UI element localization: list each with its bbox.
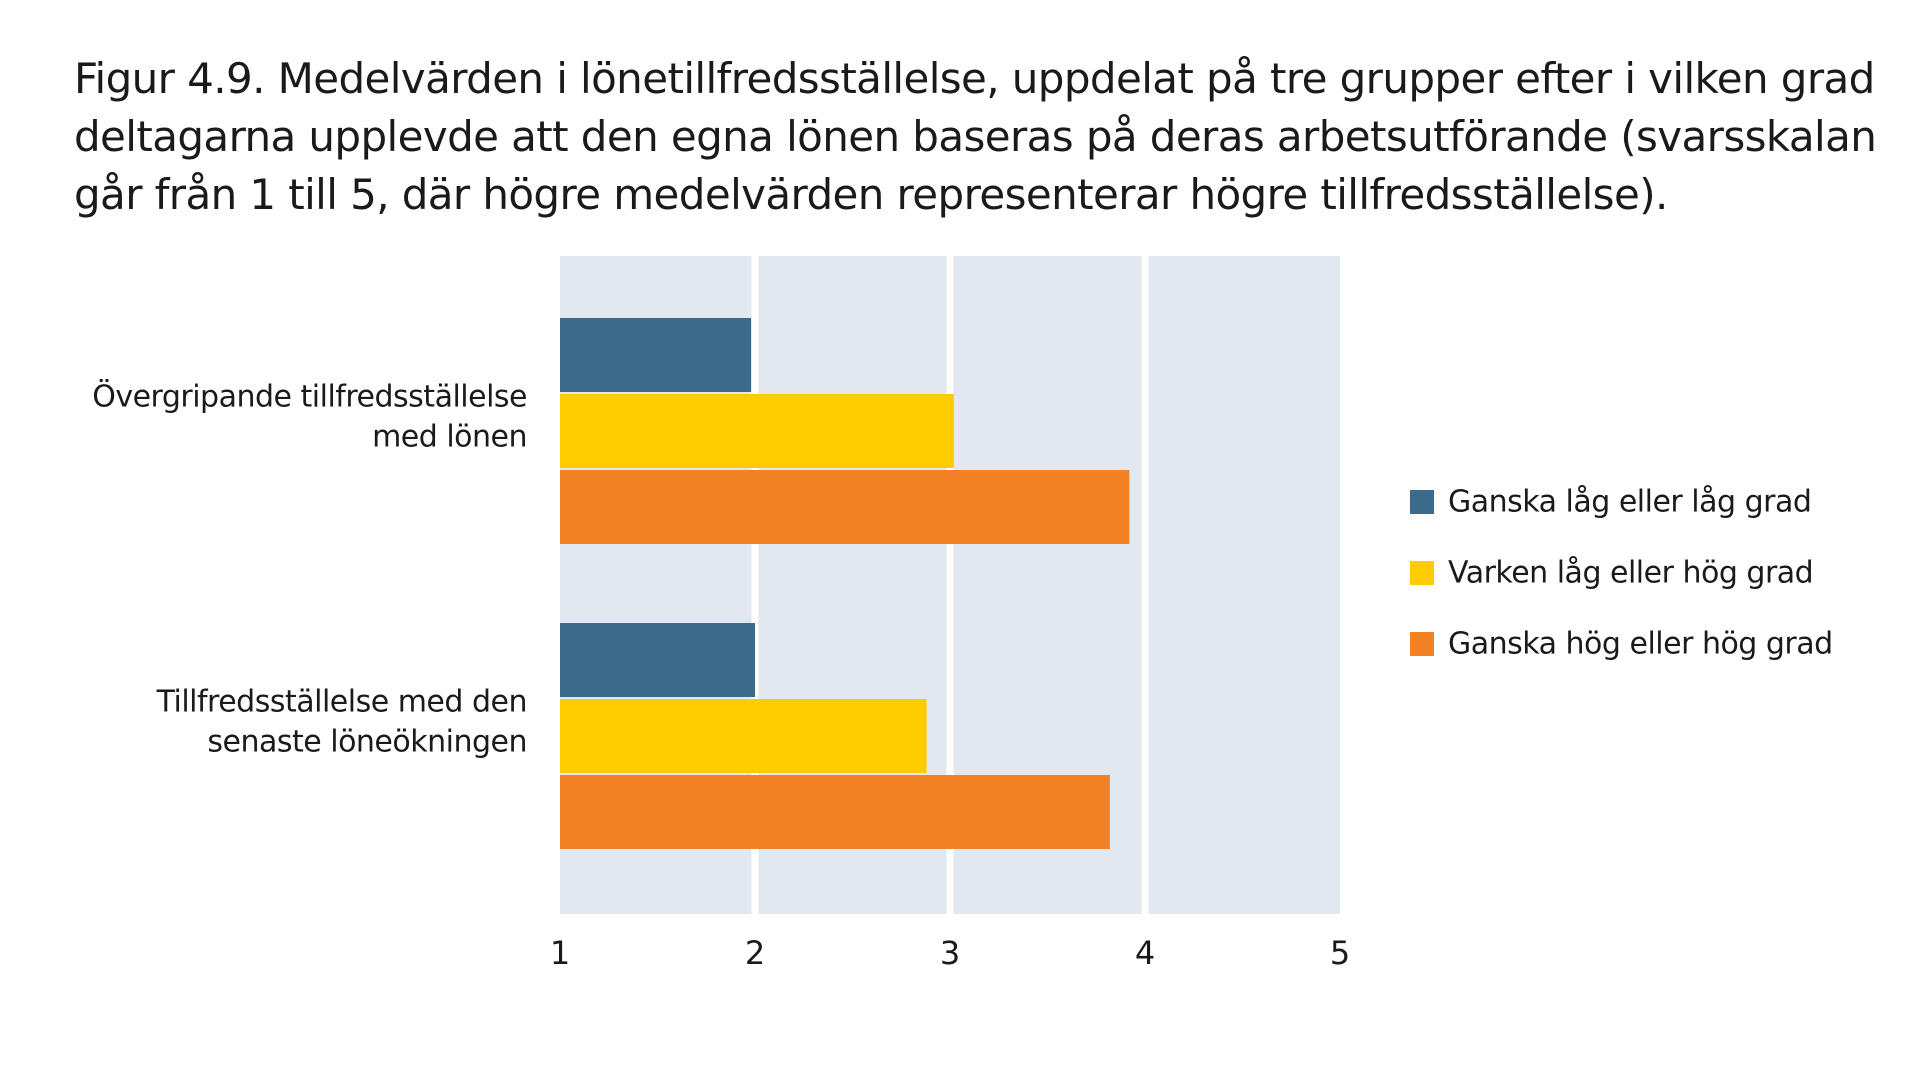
category-label: med lönen [372, 420, 527, 455]
figure-title-line: går från 1 till 5, där högre medelvärden… [74, 170, 1668, 219]
legend: Ganska låg eller låg grad Varken låg elle… [1410, 485, 1833, 662]
category-label: senaste löneökningen [207, 725, 527, 760]
bar [560, 318, 752, 392]
gridline [1141, 256, 1149, 914]
x-tick-label: 5 [1330, 934, 1350, 972]
bar [560, 623, 755, 697]
x-tick-label: 4 [1135, 934, 1155, 972]
figure-title: Figur 4.9. Medelvärden i lönetillfredsst… [74, 50, 1894, 224]
bar [560, 470, 1130, 544]
bar [560, 775, 1110, 849]
gridline [946, 256, 954, 914]
figure-title-line: deltagarna upplevde att den egna lönen b… [74, 112, 1877, 161]
legend-label: Ganska hög eller hög grad [1448, 627, 1833, 662]
legend-swatch [1410, 561, 1434, 585]
bar [560, 699, 927, 773]
x-tick-label: 3 [940, 934, 960, 972]
x-axis-ticks: 1 2 3 4 5 [550, 934, 1350, 972]
legend-label: Varken låg eller hög grad [1448, 556, 1813, 591]
bar-group [560, 318, 1130, 849]
category-label: Övergripande tillfredsställelse [92, 379, 527, 415]
figure-title-line: Figur 4.9. Medelvärden i lönetillfredsst… [74, 54, 1875, 103]
x-tick-label: 1 [550, 934, 570, 972]
x-tick-label: 2 [745, 934, 765, 972]
bar [560, 394, 954, 468]
legend-label: Ganska låg eller låg grad [1448, 485, 1811, 520]
gridline [751, 256, 759, 914]
legend-swatch [1410, 490, 1434, 514]
legend-swatch [1410, 632, 1434, 656]
category-labels: Övergripande tillfredsställelse med lönen… [92, 379, 527, 760]
category-label: Tillfredsställelse med den [156, 685, 527, 720]
